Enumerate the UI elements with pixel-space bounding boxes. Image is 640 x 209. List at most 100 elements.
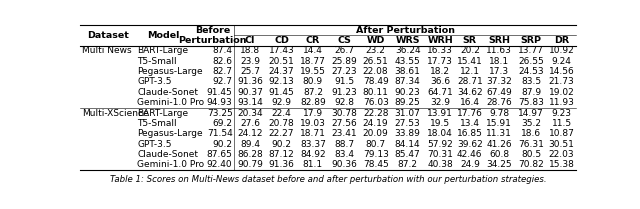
Text: 87.2: 87.2 <box>303 88 323 97</box>
Text: 67.49: 67.49 <box>486 88 512 97</box>
Text: 17.9: 17.9 <box>303 108 323 117</box>
Text: 88.7: 88.7 <box>334 140 355 149</box>
Text: 92.9: 92.9 <box>271 98 292 107</box>
Text: 12.1: 12.1 <box>460 67 480 76</box>
Text: 13.77: 13.77 <box>518 46 544 55</box>
Text: 18.04: 18.04 <box>428 129 453 138</box>
Text: 34.62: 34.62 <box>457 88 483 97</box>
Text: 11.31: 11.31 <box>486 129 512 138</box>
Text: 76.03: 76.03 <box>363 98 388 107</box>
Text: 10.87: 10.87 <box>548 129 575 138</box>
Text: 83.37: 83.37 <box>300 140 326 149</box>
Text: 91.23: 91.23 <box>332 88 357 97</box>
Text: 93.14: 93.14 <box>237 98 263 107</box>
Text: 89.25: 89.25 <box>395 98 420 107</box>
Text: Dataset: Dataset <box>87 31 129 40</box>
Text: Pegasus-Large: Pegasus-Large <box>138 129 203 138</box>
Text: 22.08: 22.08 <box>363 67 388 76</box>
Text: Multi News: Multi News <box>82 46 132 55</box>
Text: CD: CD <box>274 36 289 45</box>
Text: CS: CS <box>337 36 351 45</box>
Text: Claude-Sonet: Claude-Sonet <box>138 88 198 97</box>
Text: 31.07: 31.07 <box>395 108 420 117</box>
Text: CI: CI <box>245 36 255 45</box>
Text: 24.12: 24.12 <box>237 129 263 138</box>
Text: 23.9: 23.9 <box>240 57 260 66</box>
Text: SR: SR <box>463 36 477 45</box>
Text: BART-Large: BART-Large <box>138 46 189 55</box>
Text: 33.89: 33.89 <box>395 129 420 138</box>
Text: 18.8: 18.8 <box>240 46 260 55</box>
Text: 91.36: 91.36 <box>237 78 263 87</box>
Text: T5-Small: T5-Small <box>138 119 177 128</box>
Text: 23.41: 23.41 <box>332 129 357 138</box>
Text: 22.28: 22.28 <box>363 108 388 117</box>
Text: 89.4: 89.4 <box>240 140 260 149</box>
Text: 91.5: 91.5 <box>334 78 355 87</box>
Text: 80.9: 80.9 <box>303 78 323 87</box>
Text: 87.9: 87.9 <box>521 88 541 97</box>
Text: 18.71: 18.71 <box>300 129 326 138</box>
Text: 83.5: 83.5 <box>521 78 541 87</box>
Text: 90.36: 90.36 <box>332 160 357 169</box>
Text: 84.14: 84.14 <box>395 140 420 149</box>
Text: 28.71: 28.71 <box>457 78 483 87</box>
Text: 27.23: 27.23 <box>332 67 357 76</box>
Text: 38.61: 38.61 <box>395 67 420 76</box>
Text: 25.7: 25.7 <box>240 67 260 76</box>
Text: WD: WD <box>367 36 385 45</box>
Text: 18.6: 18.6 <box>521 129 541 138</box>
Text: 82.6: 82.6 <box>212 57 232 66</box>
Text: 26.7: 26.7 <box>334 46 355 55</box>
Text: 11.5: 11.5 <box>552 119 572 128</box>
Text: 9.78: 9.78 <box>489 108 509 117</box>
Text: 79.13: 79.13 <box>363 150 388 159</box>
Text: 15.91: 15.91 <box>486 119 512 128</box>
Text: 28.76: 28.76 <box>486 98 512 107</box>
Text: 27.56: 27.56 <box>332 119 357 128</box>
Text: 25.89: 25.89 <box>332 57 357 66</box>
Text: 71.54: 71.54 <box>207 129 232 138</box>
Text: 17.76: 17.76 <box>457 108 483 117</box>
Text: 30.51: 30.51 <box>548 140 575 149</box>
Text: 21.73: 21.73 <box>548 78 574 87</box>
Text: 70.82: 70.82 <box>518 160 544 169</box>
Text: 83.4: 83.4 <box>334 150 355 159</box>
Text: 43.55: 43.55 <box>395 57 420 66</box>
Text: 78.45: 78.45 <box>363 160 388 169</box>
Text: DR: DR <box>554 36 569 45</box>
Text: 27.53: 27.53 <box>395 119 420 128</box>
Text: 15.41: 15.41 <box>457 57 483 66</box>
Text: 90.23: 90.23 <box>395 88 420 97</box>
Text: 80.11: 80.11 <box>363 88 388 97</box>
Text: 20.34: 20.34 <box>237 108 263 117</box>
Text: 27.6: 27.6 <box>240 119 260 128</box>
Text: 19.03: 19.03 <box>300 119 326 128</box>
Text: 92.8: 92.8 <box>334 98 355 107</box>
Text: 94.93: 94.93 <box>207 98 232 107</box>
Text: 14.97: 14.97 <box>518 108 544 117</box>
Text: 20.09: 20.09 <box>363 129 388 138</box>
Text: 26.51: 26.51 <box>363 57 388 66</box>
Text: 24.19: 24.19 <box>363 119 388 128</box>
Text: 90.37: 90.37 <box>237 88 263 97</box>
Text: 16.33: 16.33 <box>428 46 453 55</box>
Text: 90.2: 90.2 <box>212 140 232 149</box>
Text: 86.28: 86.28 <box>237 150 263 159</box>
Text: 81.1: 81.1 <box>303 160 323 169</box>
Text: 82.7: 82.7 <box>212 67 232 76</box>
Text: 9.23: 9.23 <box>552 108 572 117</box>
Text: 92.13: 92.13 <box>269 78 294 87</box>
Text: 10.92: 10.92 <box>548 46 574 55</box>
Text: 90.2: 90.2 <box>271 140 292 149</box>
Text: 36.24: 36.24 <box>395 46 420 55</box>
Text: 92.40: 92.40 <box>207 160 232 169</box>
Text: 80.7: 80.7 <box>365 140 386 149</box>
Text: WRS: WRS <box>396 36 420 45</box>
Text: 17.73: 17.73 <box>428 57 453 66</box>
Text: 36.6: 36.6 <box>430 78 451 87</box>
Text: 19.55: 19.55 <box>300 67 326 76</box>
Text: 87.65: 87.65 <box>207 150 232 159</box>
Text: 87.34: 87.34 <box>395 78 420 87</box>
Text: 70.31: 70.31 <box>428 150 453 159</box>
